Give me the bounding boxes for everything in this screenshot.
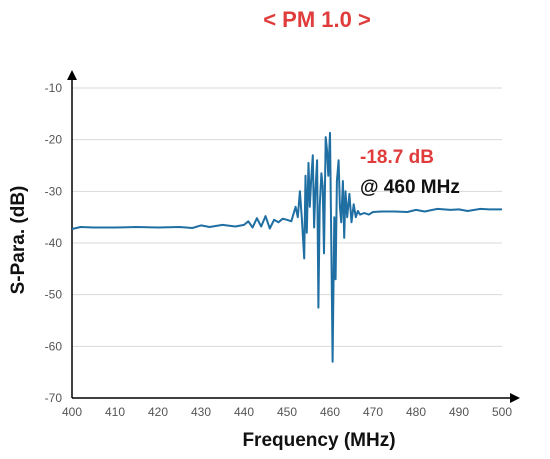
y-tick-label: -20 — [45, 133, 63, 147]
x-tick-label: 480 — [406, 405, 426, 419]
y-tick-label: -10 — [45, 81, 63, 95]
grid — [72, 87, 502, 399]
x-axis-label: Frequency (MHz) — [242, 430, 395, 451]
y-tick-label: -50 — [45, 288, 63, 302]
annotation-value: -18.7 dB — [360, 147, 434, 168]
y-axis-arrow — [67, 70, 77, 80]
x-tick-label: 460 — [320, 405, 340, 419]
axes — [67, 70, 520, 403]
series-line — [71, 131, 502, 363]
y-tick-labels: -10 -20 -30 -40 -50 -60 -70 — [45, 81, 63, 405]
y-tick-label: -60 — [45, 339, 63, 353]
x-tick-label: 400 — [62, 405, 82, 419]
x-tick-labels: 400 410 420 430 440 450 460 470 480 490 500 — [62, 405, 512, 419]
y-tick-label: -40 — [45, 236, 63, 250]
x-tick-label: 410 — [105, 405, 125, 419]
x-tick-label: 500 — [492, 405, 512, 419]
x-tick-label: 450 — [277, 405, 297, 419]
x-tick-label: 470 — [363, 405, 383, 419]
x-tick-label: 430 — [191, 405, 211, 419]
x-tick-label: 420 — [148, 405, 168, 419]
annotation-location: @ 460 MHz — [360, 177, 460, 198]
chart-title: < PM 1.0 > — [263, 7, 371, 32]
y-axis-label: S-Para. (dB) — [8, 186, 29, 295]
y-tick-label: -70 — [45, 391, 63, 405]
x-tick-label: 440 — [234, 405, 254, 419]
x-tick-label: 490 — [449, 405, 469, 419]
y-tick-label: -30 — [45, 184, 63, 198]
x-axis-arrow — [510, 393, 520, 403]
series-group — [71, 131, 502, 363]
